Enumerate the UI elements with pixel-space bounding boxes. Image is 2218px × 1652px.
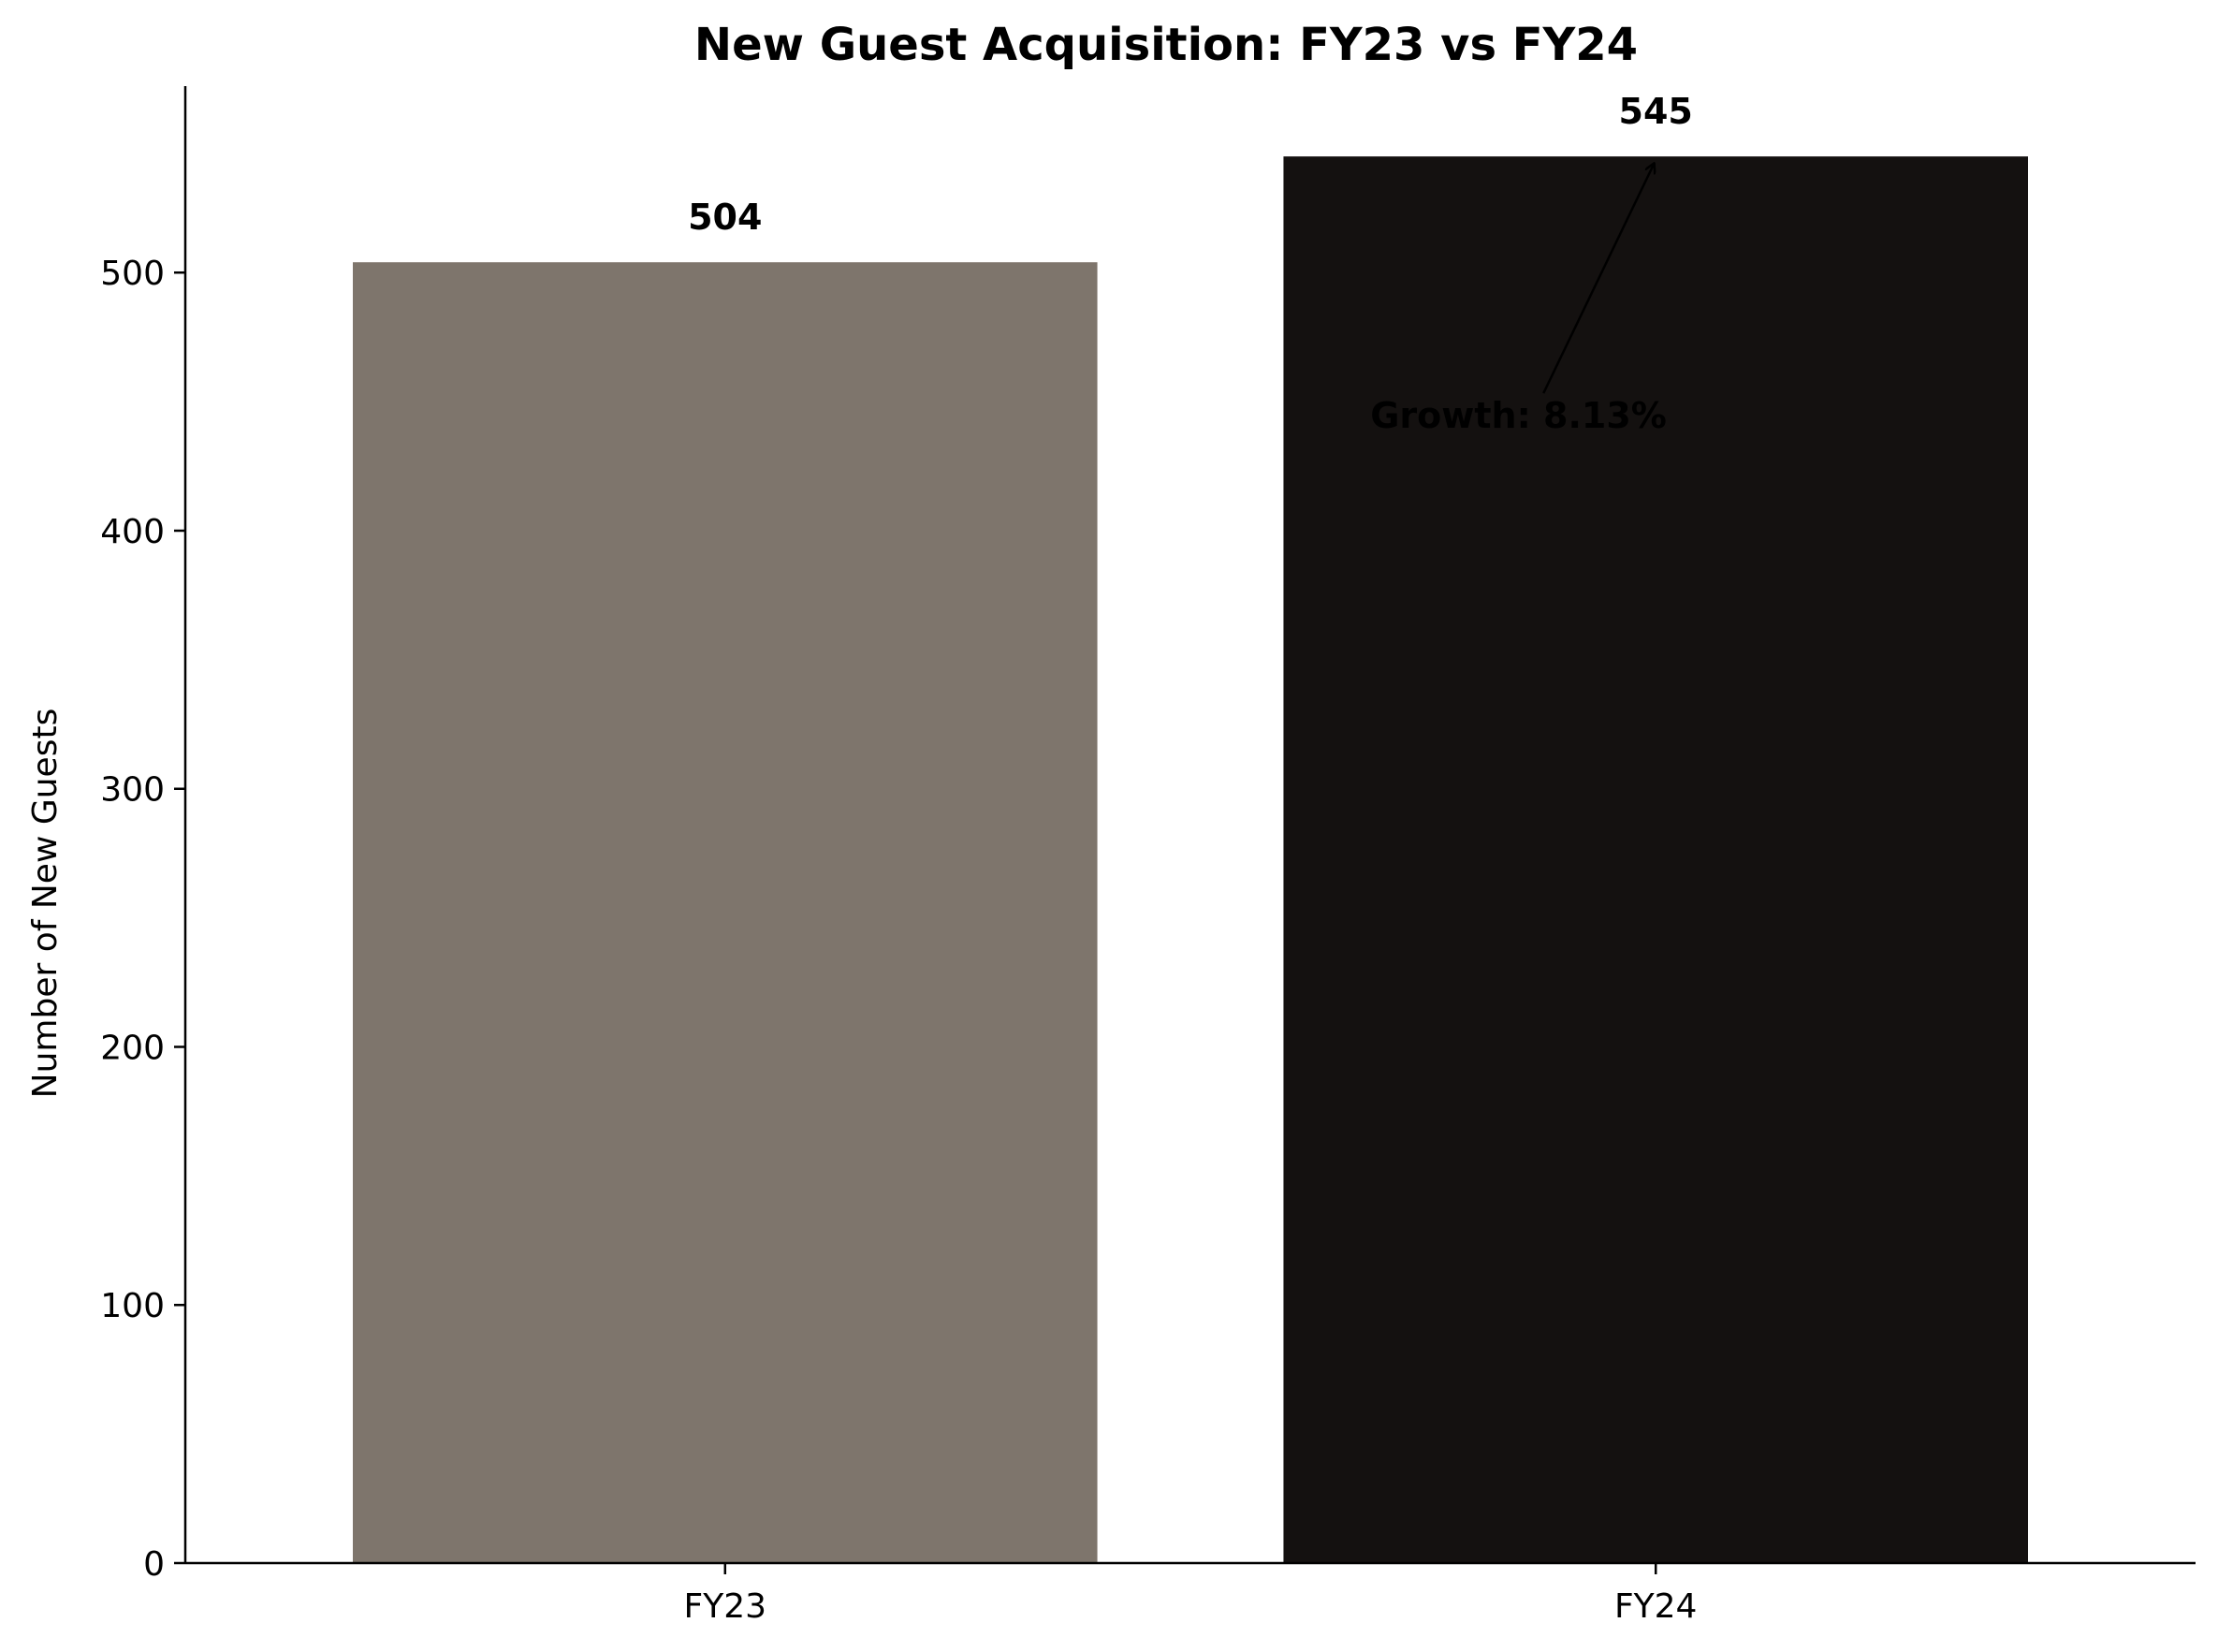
- x-tick-label-fy23: FY23: [684, 1587, 767, 1626]
- y-ticks-layer: 0 100 200 300 400 500: [100, 255, 185, 1584]
- data-label-fy24: 545: [1619, 91, 1693, 132]
- y-tick-label: 500: [100, 255, 165, 293]
- data-label-fy23: 504: [688, 197, 762, 238]
- y-axis-label: Number of New Guests: [26, 709, 65, 1099]
- y-tick-label: 200: [100, 1029, 165, 1067]
- data-labels-layer: 504 545: [688, 91, 1693, 238]
- annotation-layer: Growth: 8.13%: [1370, 164, 1667, 436]
- x-ticks-layer: FY23 FY24: [684, 1563, 1698, 1626]
- chart-title: New Guest Acquisition: FY23 vs FY24: [694, 19, 1638, 71]
- annotation-arrow: [1542, 164, 1654, 394]
- bar-fy23: [353, 262, 1098, 1563]
- annotation-label: Growth: 8.13%: [1370, 395, 1667, 436]
- y-tick-label: 0: [143, 1545, 165, 1584]
- bar-fy24: [1283, 156, 2028, 1564]
- y-tick-label: 300: [100, 771, 165, 810]
- y-tick-label: 400: [100, 513, 165, 551]
- y-tick-label: 100: [100, 1287, 165, 1325]
- bars-layer: [353, 156, 2028, 1564]
- x-tick-label-fy24: FY24: [1614, 1587, 1698, 1626]
